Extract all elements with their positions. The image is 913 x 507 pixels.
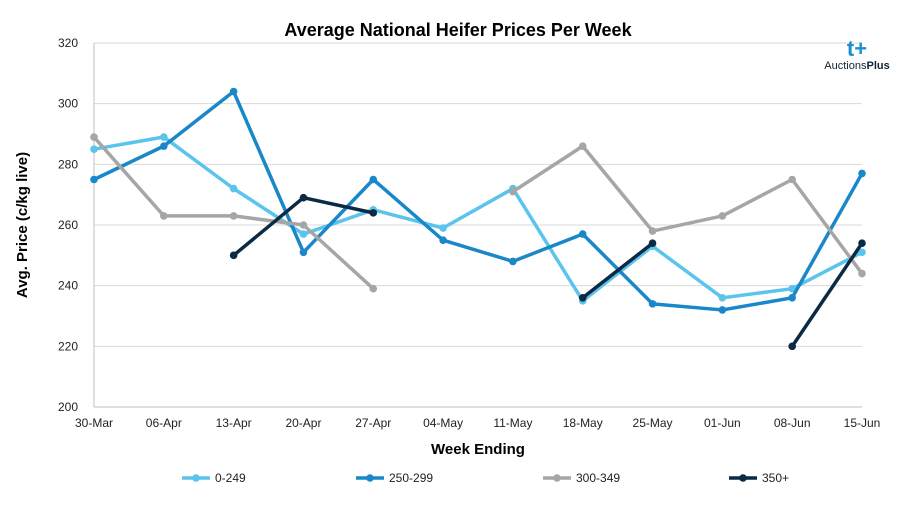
data-point (718, 294, 727, 302)
x-tick-label: 04-May (423, 416, 463, 430)
data-point (299, 221, 308, 229)
series-lines (90, 87, 866, 351)
legend-marker (739, 474, 747, 482)
y-tick-label: 220 (58, 339, 78, 353)
series-line-250-299 (92, 89, 864, 312)
data-point (90, 145, 98, 153)
legend: 0-249 250-299 300-349 350+ (182, 471, 789, 485)
logo-mark-icon: t+ (846, 36, 868, 61)
legend-label: 350+ (762, 471, 789, 485)
data-point (160, 133, 168, 141)
auctionsplus-logo: t+ AuctionsPlus (819, 36, 895, 73)
legend-label: 250-299 (389, 471, 433, 485)
data-point (858, 239, 866, 247)
data-point (229, 87, 238, 96)
data-point (858, 248, 866, 257)
data-point (439, 236, 447, 244)
data-point (788, 175, 796, 184)
y-tick-label: 260 (58, 218, 78, 232)
data-point (858, 269, 866, 278)
data-point (160, 212, 168, 220)
data-point (90, 175, 98, 184)
data-point (788, 294, 796, 302)
data-point (160, 142, 168, 150)
x-tick-label: 27-Apr (355, 416, 391, 430)
data-point (578, 142, 587, 150)
x-tick-label: 13-Apr (216, 416, 252, 430)
logo-text-a: Auctions (824, 60, 867, 72)
data-point (788, 284, 796, 293)
x-tick-label: 08-Jun (774, 416, 811, 430)
data-point (509, 187, 517, 196)
legend-label: 300-349 (576, 471, 620, 485)
x-tick-label: 11-May (493, 416, 532, 430)
data-point (858, 169, 866, 178)
series-line-350+ (790, 241, 864, 349)
logo-text-b: Plus (866, 60, 890, 72)
data-point (648, 239, 657, 247)
data-point (648, 300, 657, 308)
x-tick-label: 15-Jun (844, 416, 881, 430)
y-tick-label: 200 (58, 400, 78, 414)
x-tick-label: 30-Mar (75, 416, 113, 430)
chart-title: Average National Heifer Prices Per Week (284, 20, 632, 40)
x-tick-labels: 30-Mar 06-Apr 13-Apr 20-Apr 27-Apr 04-May 11-M… (75, 416, 880, 430)
legend-marker (192, 474, 200, 482)
data-point (648, 227, 657, 235)
data-point (578, 230, 587, 238)
x-tick-label: 25-May (633, 416, 673, 430)
data-point (369, 284, 378, 293)
legend-marker (553, 474, 561, 482)
y-tick-label: 240 (58, 279, 78, 293)
data-point (229, 251, 238, 260)
data-point (299, 248, 308, 257)
data-point (299, 193, 308, 202)
data-point (788, 342, 796, 351)
data-point (229, 212, 238, 220)
y-axis-title: Avg. Price (c/kg live) (14, 152, 31, 298)
gridlines (93, 42, 862, 408)
x-axis-title: Week Ending (431, 441, 525, 458)
x-tick-label: 20-Apr (285, 416, 321, 430)
y-tick-labels: 200 220 240 260 280 300 320 (58, 36, 78, 414)
x-tick-label: 01-Jun (704, 416, 741, 430)
x-tick-label: 18-May (563, 416, 603, 430)
data-point (369, 175, 378, 184)
legend-marker (366, 474, 374, 482)
series-line-300-349 (511, 144, 864, 276)
series-line-0-249 (92, 135, 864, 303)
data-point (90, 133, 98, 141)
data-point (578, 294, 587, 302)
y-tick-label: 320 (58, 36, 78, 50)
data-point (299, 230, 308, 238)
logo-text: AuctionsPlus (819, 60, 895, 72)
data-point (369, 209, 378, 217)
series-line-350+ (580, 241, 655, 300)
data-point (509, 257, 517, 266)
x-tick-label: 06-Apr (146, 416, 182, 430)
data-point (229, 184, 238, 193)
y-tick-label: 280 (58, 157, 78, 171)
legend-label: 0-249 (215, 471, 246, 485)
data-point (439, 224, 447, 232)
data-point (718, 306, 727, 314)
data-point (718, 212, 727, 220)
y-tick-label: 300 (58, 97, 78, 111)
